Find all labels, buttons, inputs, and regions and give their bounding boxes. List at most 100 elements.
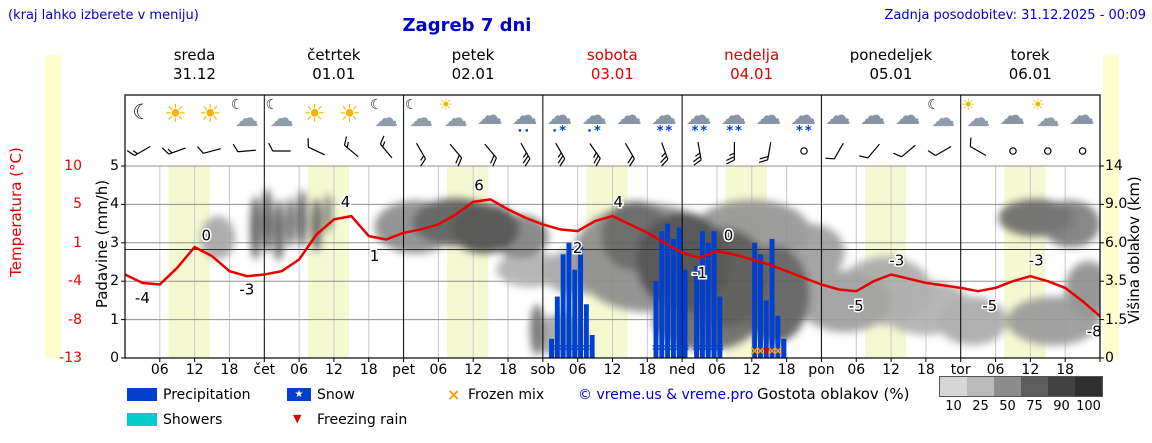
sun-glyph: ☀	[199, 99, 222, 128]
svg-text:-3: -3	[889, 252, 904, 270]
weather-icon-moon: ☾	[125, 97, 159, 141]
weather-icon-moon-cloud: ☾ ☁	[230, 97, 264, 141]
moon-sm-glyph: ☾	[927, 97, 940, 113]
day-date: 02.01	[451, 65, 495, 83]
legend-showers-label: Showers	[163, 412, 223, 428]
cloud-main-glyph: ☁	[824, 101, 851, 131]
day-name: ponedeljek	[849, 46, 933, 64]
legend-frozen-mix-label: Frozen mix	[468, 387, 545, 403]
x-axis-tick-label: 18	[499, 362, 517, 378]
svg-text:-4: -4	[135, 289, 150, 307]
svg-text:1: 1	[370, 247, 380, 265]
x-axis-tick-label: 06	[568, 362, 587, 378]
temperature-tick: 5	[73, 196, 82, 213]
cloud-main-glyph: ☁	[615, 101, 642, 131]
legend-snow-label: Snow	[317, 387, 355, 403]
svg-text:*: *	[582, 341, 590, 359]
cloud-main-glyph: ☁	[790, 101, 817, 131]
temperature-tick: 10	[64, 158, 82, 174]
day-date: 03.01	[590, 65, 634, 83]
temperature-labels: -4 0 -3 4 1 6 2 4 -1 0 -5 -3 -5 -3 -8	[133, 175, 1103, 342]
cloud-density-cell	[1048, 377, 1075, 396]
cloud-density-value: 90	[1053, 399, 1070, 414]
cloud-density-cell	[967, 377, 994, 396]
weather-icon-cloud: ☁	[822, 97, 856, 141]
weather-icon-snow: ☁ **	[648, 97, 682, 141]
weather-icon-cloud: ☁	[474, 97, 508, 141]
day-date: 05.01	[869, 65, 913, 83]
x-axis-tick-label: 06	[847, 362, 866, 378]
moon-sm-glyph: ☾	[265, 97, 279, 113]
cloud-main-glyph: ☁	[511, 101, 538, 131]
x-axis-tick-label: 12	[603, 362, 622, 378]
svg-text:4: 4	[614, 193, 624, 211]
svg-text:*: *	[553, 341, 561, 359]
cloud-height-tick: 9.0	[1105, 196, 1128, 213]
prec-glyph: ∙*	[587, 124, 603, 139]
temperature-tick: -4	[68, 273, 82, 290]
x-axis-tick-label: 06	[150, 362, 169, 378]
svg-text:-8: -8	[1087, 322, 1102, 340]
frozen-mix-icon: ×	[447, 385, 461, 404]
day-date: 06.01	[1008, 65, 1052, 83]
cloud-main-glyph: ☁	[476, 101, 503, 131]
day-date: 31.12	[173, 65, 216, 83]
cloud-main-glyph: ☁	[546, 101, 573, 131]
cloud-height-tick: 3.5	[1105, 273, 1128, 290]
svg-text:*: *	[710, 341, 718, 359]
legend-precipitation-label: Precipitation	[163, 387, 251, 403]
sun-glyph: ☀	[303, 99, 326, 128]
svg-text:-5: -5	[982, 297, 997, 315]
temperature-tick: -13	[59, 350, 82, 366]
legend-freezing-rain-label: Freezing rain	[317, 412, 408, 428]
precip-tick: 1	[110, 311, 119, 328]
cloud-main-glyph: ☁	[894, 101, 921, 131]
showers-swatch	[127, 413, 157, 426]
weather-icon-sun: ☀	[160, 97, 194, 141]
weather-icon-sun-cloud: ☀ ☁	[439, 97, 473, 141]
x-axis-tick-label: 12	[464, 362, 483, 378]
copyright-link[interactable]: © vreme.us & vreme.pro	[578, 387, 754, 403]
temperature-axis-title: Temperatura (°C)	[7, 147, 25, 277]
cloud-density-value: 50	[999, 399, 1016, 414]
temperature-tick: 1	[73, 234, 82, 251]
x-axis-tick-label: ned	[668, 362, 696, 378]
precip-type-markers: ****** ****** ***** ×× ××▼	[553, 341, 783, 359]
svg-text:*: *	[675, 341, 683, 359]
left-side-strip	[45, 55, 61, 358]
cloud-height-tick: 6.0	[1105, 234, 1128, 251]
svg-text:*: *	[670, 341, 678, 359]
x-axis-tick-label: sob	[530, 362, 556, 378]
moon-sm-glyph: ☾	[404, 97, 418, 113]
cloud-glyph: ☁	[931, 104, 956, 132]
location-hint: (kraj lahko izberete v meniju)	[8, 8, 199, 23]
svg-text:4: 4	[341, 193, 351, 211]
precipitation-bars	[549, 223, 787, 358]
cloud-height-tick: 0	[1105, 350, 1114, 366]
axis-ticks	[121, 165, 1104, 362]
sun-sm-glyph: ☀	[438, 95, 454, 114]
x-axis-tick-label: 06	[986, 362, 1005, 378]
svg-text:*: *	[577, 341, 585, 359]
cloud-height-tick: 14	[1105, 158, 1123, 174]
prec-glyph: **	[796, 124, 814, 139]
weather-icon-sleet: ☁ ∙*	[578, 97, 612, 141]
moon-sm-glyph: ☾	[230, 97, 244, 113]
x-axis-tick-label: 12	[882, 362, 900, 378]
weather-icon-rain: ☁ ∙∙	[508, 97, 542, 141]
cloud-density-cell	[1075, 377, 1102, 396]
weather-icon-sun: ☀	[195, 97, 229, 141]
cloud-glyph: ☁	[966, 104, 991, 132]
svg-text:*: *	[681, 341, 689, 359]
day-name: torek	[1010, 46, 1050, 64]
svg-text:*: *	[559, 341, 567, 359]
weather-icon-sun: ☀	[334, 97, 368, 141]
svg-text:×: ×	[749, 344, 760, 359]
cloud-main-glyph: ☁	[685, 101, 712, 131]
prec-glyph: **	[691, 124, 710, 139]
x-axis-tick-label: 12	[742, 362, 761, 378]
day-header: sreda 31.12	[125, 46, 265, 84]
last-update: Zadnja posodobitev: 31.12.2025 - 00:09	[884, 8, 1146, 23]
prec-glyph: **	[726, 124, 744, 139]
